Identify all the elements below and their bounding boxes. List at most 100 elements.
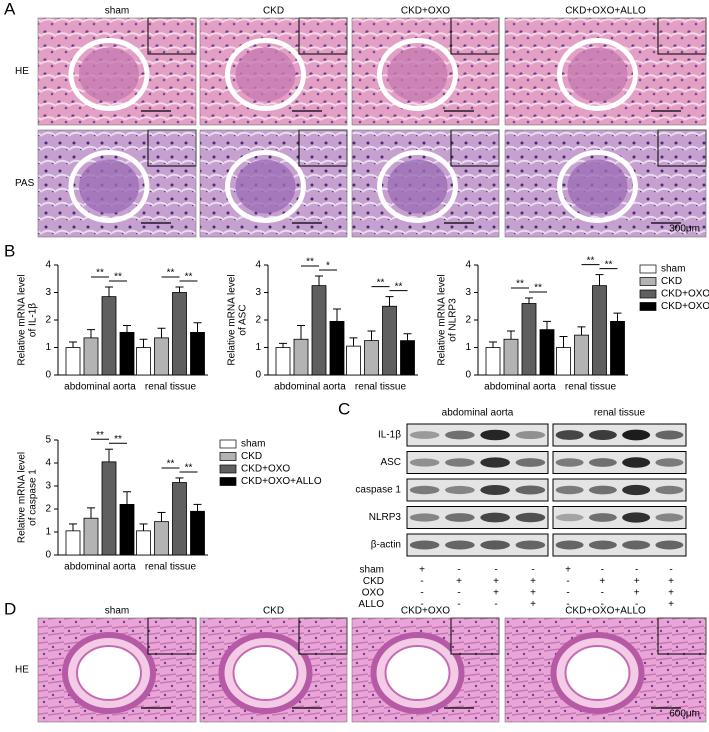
bar xyxy=(382,305,397,376)
frame xyxy=(504,617,707,723)
frame xyxy=(504,129,707,238)
bar xyxy=(136,530,151,556)
condition-sign: - xyxy=(531,565,534,576)
error-bar xyxy=(489,341,497,348)
inset xyxy=(657,617,707,655)
band xyxy=(555,540,584,550)
glomerulus xyxy=(557,38,638,111)
x-tick-label: renal tissue xyxy=(145,382,197,393)
band xyxy=(655,540,684,550)
band xyxy=(445,540,475,550)
condition-sign: - xyxy=(635,565,638,576)
glomerulus xyxy=(557,150,638,223)
condition-sign: + xyxy=(419,565,425,576)
bar xyxy=(556,347,571,376)
frame xyxy=(37,129,197,238)
column-header: CKD+OXO xyxy=(401,606,450,617)
glomerulus xyxy=(68,150,150,223)
frame xyxy=(351,129,500,238)
micrograph xyxy=(199,129,348,238)
y-tick-label: 3 xyxy=(465,287,471,298)
band xyxy=(588,513,617,522)
y-tick-label: 2 xyxy=(45,315,51,326)
error-bar xyxy=(403,333,412,341)
band xyxy=(515,485,546,495)
legend-label: CKD+OXO xyxy=(661,289,709,300)
condition-sign: + xyxy=(565,565,571,576)
blot-background xyxy=(406,423,549,447)
micrograph xyxy=(199,17,348,126)
y-axis-label: Relative mRNA level xyxy=(17,274,28,365)
condition-sign: - xyxy=(494,599,497,610)
condition-sign: + xyxy=(668,576,674,587)
legend-label: CKD xyxy=(661,276,682,287)
band xyxy=(555,485,584,495)
condition-sign: - xyxy=(566,576,569,587)
error-bar xyxy=(543,320,551,330)
band xyxy=(515,512,546,523)
condition-sign: + xyxy=(456,576,462,587)
legend-swatch xyxy=(639,264,657,274)
blot-background xyxy=(552,478,687,502)
bar xyxy=(172,292,187,376)
band xyxy=(515,431,546,439)
bar xyxy=(400,340,415,376)
blot-background xyxy=(406,478,549,502)
legend-label: CKD+OXO+ALLO xyxy=(241,476,322,487)
blot-background xyxy=(406,506,549,529)
condition-sign: + xyxy=(530,588,536,599)
y-tick-label: 1 xyxy=(255,342,261,353)
panel-label: A xyxy=(4,0,16,18)
y-axis-label: Relative mRNA level xyxy=(17,452,28,543)
glomerulus xyxy=(68,38,150,111)
column-header: CKD+OXO+ALLO xyxy=(565,606,646,617)
frame xyxy=(37,17,197,126)
band xyxy=(555,430,584,440)
legend-label: CKD+OXO xyxy=(241,464,290,475)
inset xyxy=(657,129,707,167)
column-header: CKD+OXO+ALLO xyxy=(565,6,646,17)
band xyxy=(445,513,475,522)
error-bar xyxy=(105,448,113,462)
band xyxy=(622,512,651,523)
column-header: sham xyxy=(105,606,129,617)
bar xyxy=(539,329,555,376)
blot-strip xyxy=(406,423,549,447)
band xyxy=(622,484,651,496)
blot-background xyxy=(552,451,687,474)
bar xyxy=(293,338,309,376)
band xyxy=(655,485,684,495)
bar xyxy=(275,347,291,376)
bar xyxy=(65,530,81,556)
significance-label: ** xyxy=(587,255,595,266)
blot-background xyxy=(552,533,687,557)
significance-label: ** xyxy=(96,430,104,441)
error-bar xyxy=(333,308,341,322)
protein-label: NLRP3 xyxy=(369,512,402,523)
significance-label: ** xyxy=(534,283,542,294)
band xyxy=(480,485,510,495)
y-tick-label: 2 xyxy=(45,504,51,515)
band xyxy=(655,513,684,522)
bar xyxy=(311,285,327,376)
band xyxy=(445,430,475,440)
frame xyxy=(199,129,348,238)
significance-label: * xyxy=(326,261,330,272)
error-bar xyxy=(367,330,376,341)
error-bar xyxy=(157,511,166,522)
band xyxy=(515,458,546,467)
significance-label: ** xyxy=(185,463,193,474)
legend-swatch xyxy=(219,477,237,486)
lumen xyxy=(384,645,451,701)
blot-strip xyxy=(552,451,687,474)
bar xyxy=(190,510,205,556)
protein-label: β-actin xyxy=(371,540,401,551)
micrograph xyxy=(504,129,707,238)
y-tick-label: 2 xyxy=(255,315,261,326)
micrograph xyxy=(504,17,707,126)
blot-background xyxy=(552,506,687,529)
significance-label: ** xyxy=(306,257,314,268)
frame xyxy=(199,617,348,723)
x-tick-label: abdominal aorta xyxy=(484,382,556,393)
